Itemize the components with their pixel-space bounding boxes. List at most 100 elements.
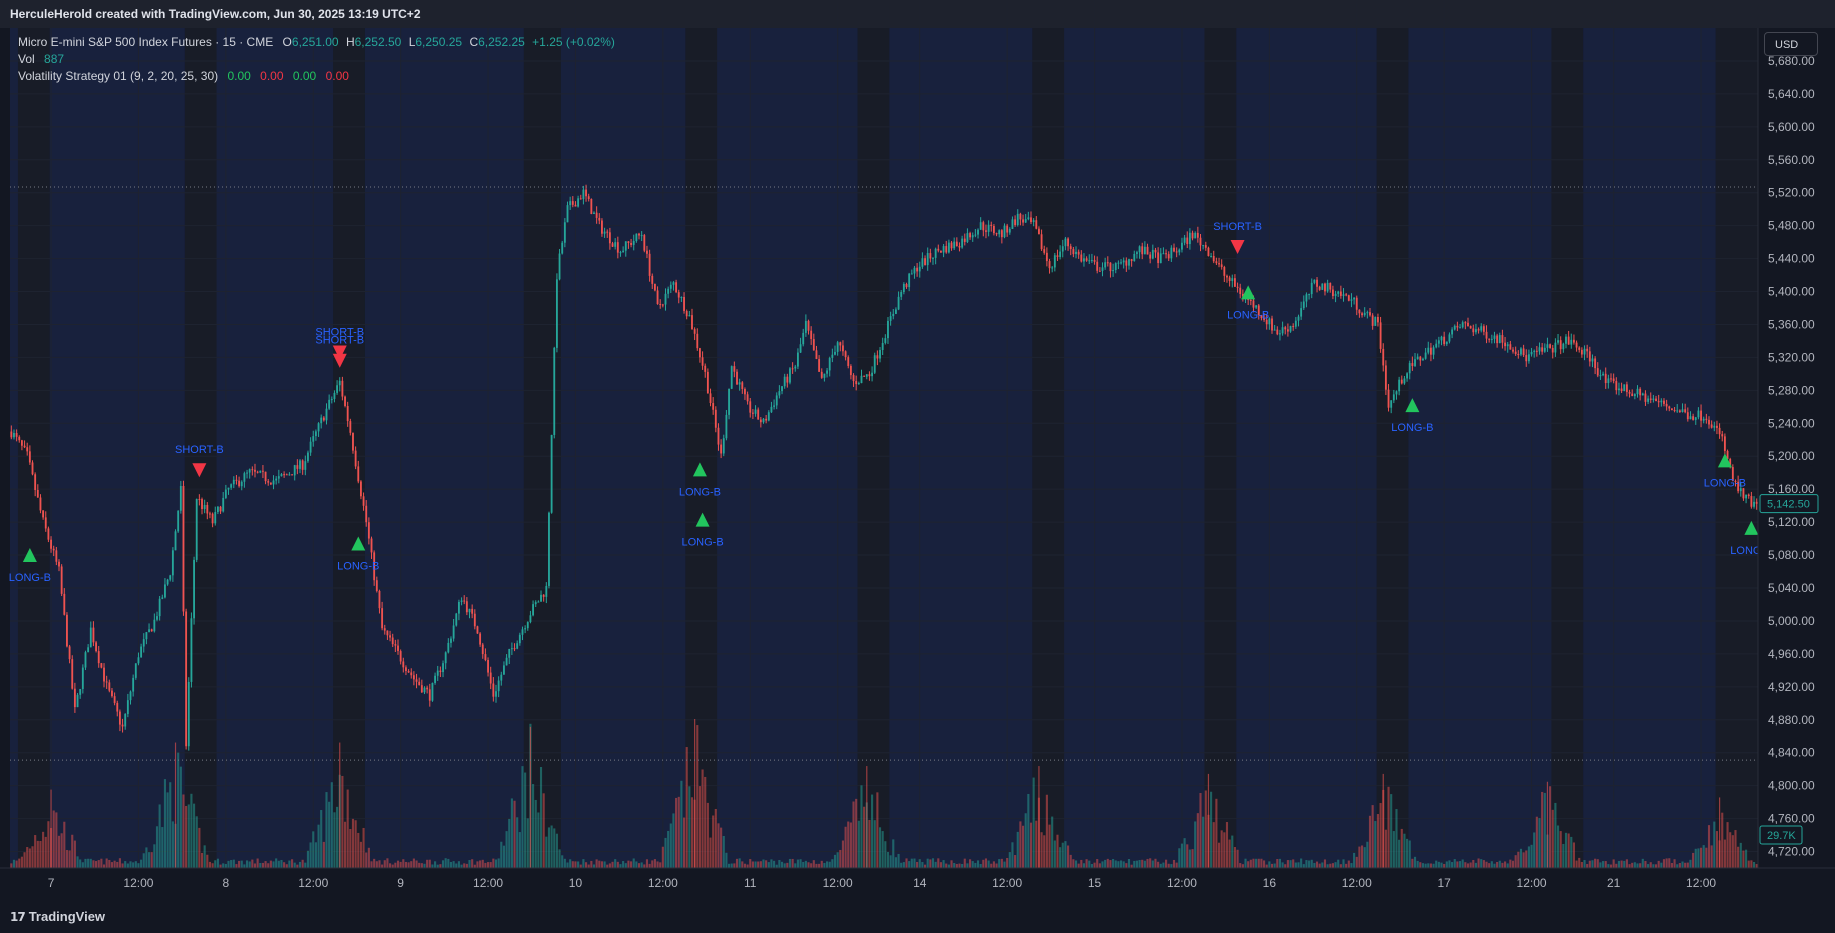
time-tick-label: 12:00 xyxy=(823,876,853,890)
signal-label: LONG-B xyxy=(9,572,51,584)
candle-body xyxy=(1700,410,1702,421)
currency-button[interactable]: USD xyxy=(1764,32,1818,56)
candle-body xyxy=(1520,348,1522,355)
volume-bar xyxy=(269,860,272,868)
volume-bar xyxy=(847,821,850,868)
candle-body xyxy=(1183,237,1186,243)
candle-body xyxy=(852,375,855,382)
candle-body xyxy=(1308,294,1311,296)
price-tick-label: 5,160.00 xyxy=(1768,482,1815,496)
volume-bar xyxy=(367,847,370,868)
candle-body xyxy=(1159,253,1162,264)
candle-body xyxy=(929,253,932,259)
candle-body xyxy=(969,233,972,238)
volume-bar xyxy=(1535,816,1538,868)
time-tick-label: 14 xyxy=(913,876,927,890)
volume-row[interactable]: Vol 887 xyxy=(18,51,615,68)
candle-body xyxy=(1461,322,1464,328)
symbol-row[interactable]: Micro E-mini S&P 500 Index Futures · 15 … xyxy=(18,34,615,51)
candle-body xyxy=(1337,291,1340,294)
session-band xyxy=(1583,28,1716,868)
signal-label: SHORT-B xyxy=(1213,221,1262,233)
candle-body xyxy=(595,212,598,218)
candle-body xyxy=(1027,217,1030,220)
volume-bar xyxy=(1570,836,1573,868)
volume-bar xyxy=(1456,861,1459,868)
volume-bar xyxy=(439,864,442,868)
candle-body xyxy=(1480,326,1483,331)
volume-bar xyxy=(828,861,831,868)
candle-body xyxy=(548,512,550,586)
volume-bar xyxy=(325,792,328,868)
volume-bar xyxy=(1146,858,1149,868)
candle-body xyxy=(863,375,866,377)
volume-bar xyxy=(381,864,384,868)
volume-bar xyxy=(1347,860,1350,868)
volume-bar xyxy=(1122,861,1125,868)
volume-bar xyxy=(198,827,201,868)
low-value: 6,250.25 xyxy=(415,35,463,49)
volume-bar xyxy=(934,861,937,868)
candle-body xyxy=(982,222,985,231)
candle-body xyxy=(169,575,172,580)
strategy-value-1: 0.00 xyxy=(227,69,251,83)
volume-bar xyxy=(1368,815,1372,868)
price-tick-label: 5,640.00 xyxy=(1768,87,1815,101)
volume-bar xyxy=(336,806,339,868)
candle-body xyxy=(1279,333,1281,335)
candle-body xyxy=(1475,329,1477,333)
candle-body xyxy=(521,629,524,635)
candle-body xyxy=(386,630,389,636)
volume-bar xyxy=(208,861,212,868)
candle-body xyxy=(958,246,961,248)
volume-bar xyxy=(235,864,238,868)
candle-body xyxy=(1686,412,1689,420)
candle-body xyxy=(182,485,185,612)
price-chart[interactable]: LONG-BSHORT-BSHORT-BSHORT-BLONG-BLONG-BL… xyxy=(0,28,1835,900)
candle-body xyxy=(804,320,807,333)
candle-body xyxy=(1271,318,1273,331)
volume-bar xyxy=(1204,790,1207,868)
volume-bar xyxy=(301,859,304,868)
candle-body xyxy=(839,342,842,346)
volume-bar xyxy=(1654,864,1658,868)
volume-bar xyxy=(1609,864,1613,868)
candle-body xyxy=(36,490,39,498)
candle-body xyxy=(1064,238,1067,247)
volume-bar xyxy=(113,860,116,868)
volume-bar xyxy=(1673,859,1676,868)
candle-body xyxy=(1143,246,1146,255)
strategy-row[interactable]: Volatility Strategy 01 (9, 2, 20, 25, 30… xyxy=(18,68,615,85)
candle-body xyxy=(651,275,654,284)
candle-body xyxy=(1488,338,1491,340)
volume-bar xyxy=(1077,863,1080,868)
volume-bar xyxy=(643,864,646,868)
volume-bar xyxy=(248,861,251,868)
candle-body xyxy=(1665,403,1668,407)
volume-bar xyxy=(685,747,688,868)
volume-bar xyxy=(672,813,675,868)
candle-body xyxy=(1382,348,1385,366)
volume-bar xyxy=(1599,862,1602,868)
candle-body xyxy=(500,674,503,681)
candle-body xyxy=(251,469,254,471)
candle-body xyxy=(696,333,699,349)
volume-bar xyxy=(404,861,408,868)
volume-bar xyxy=(1045,794,1048,868)
strategy-value-2: 0.00 xyxy=(260,69,284,83)
tradingview-logo[interactable]: 17 TradingView xyxy=(10,909,105,924)
volume-bar xyxy=(1217,842,1221,868)
volume-bar xyxy=(720,827,723,868)
candle-body xyxy=(561,242,564,254)
volume-bar xyxy=(1519,848,1523,868)
candle-body xyxy=(1154,249,1157,253)
candle-body xyxy=(1350,299,1353,301)
session-band xyxy=(889,28,1033,868)
volume-bar xyxy=(322,841,325,868)
candle-body xyxy=(1755,501,1758,504)
symbol-name[interactable]: Micro E-mini S&P 500 Index Futures · 15 … xyxy=(18,35,274,49)
candle-body xyxy=(953,241,956,249)
candle-body xyxy=(352,432,354,451)
volume-bar xyxy=(860,785,863,868)
volume-bar xyxy=(963,858,966,868)
